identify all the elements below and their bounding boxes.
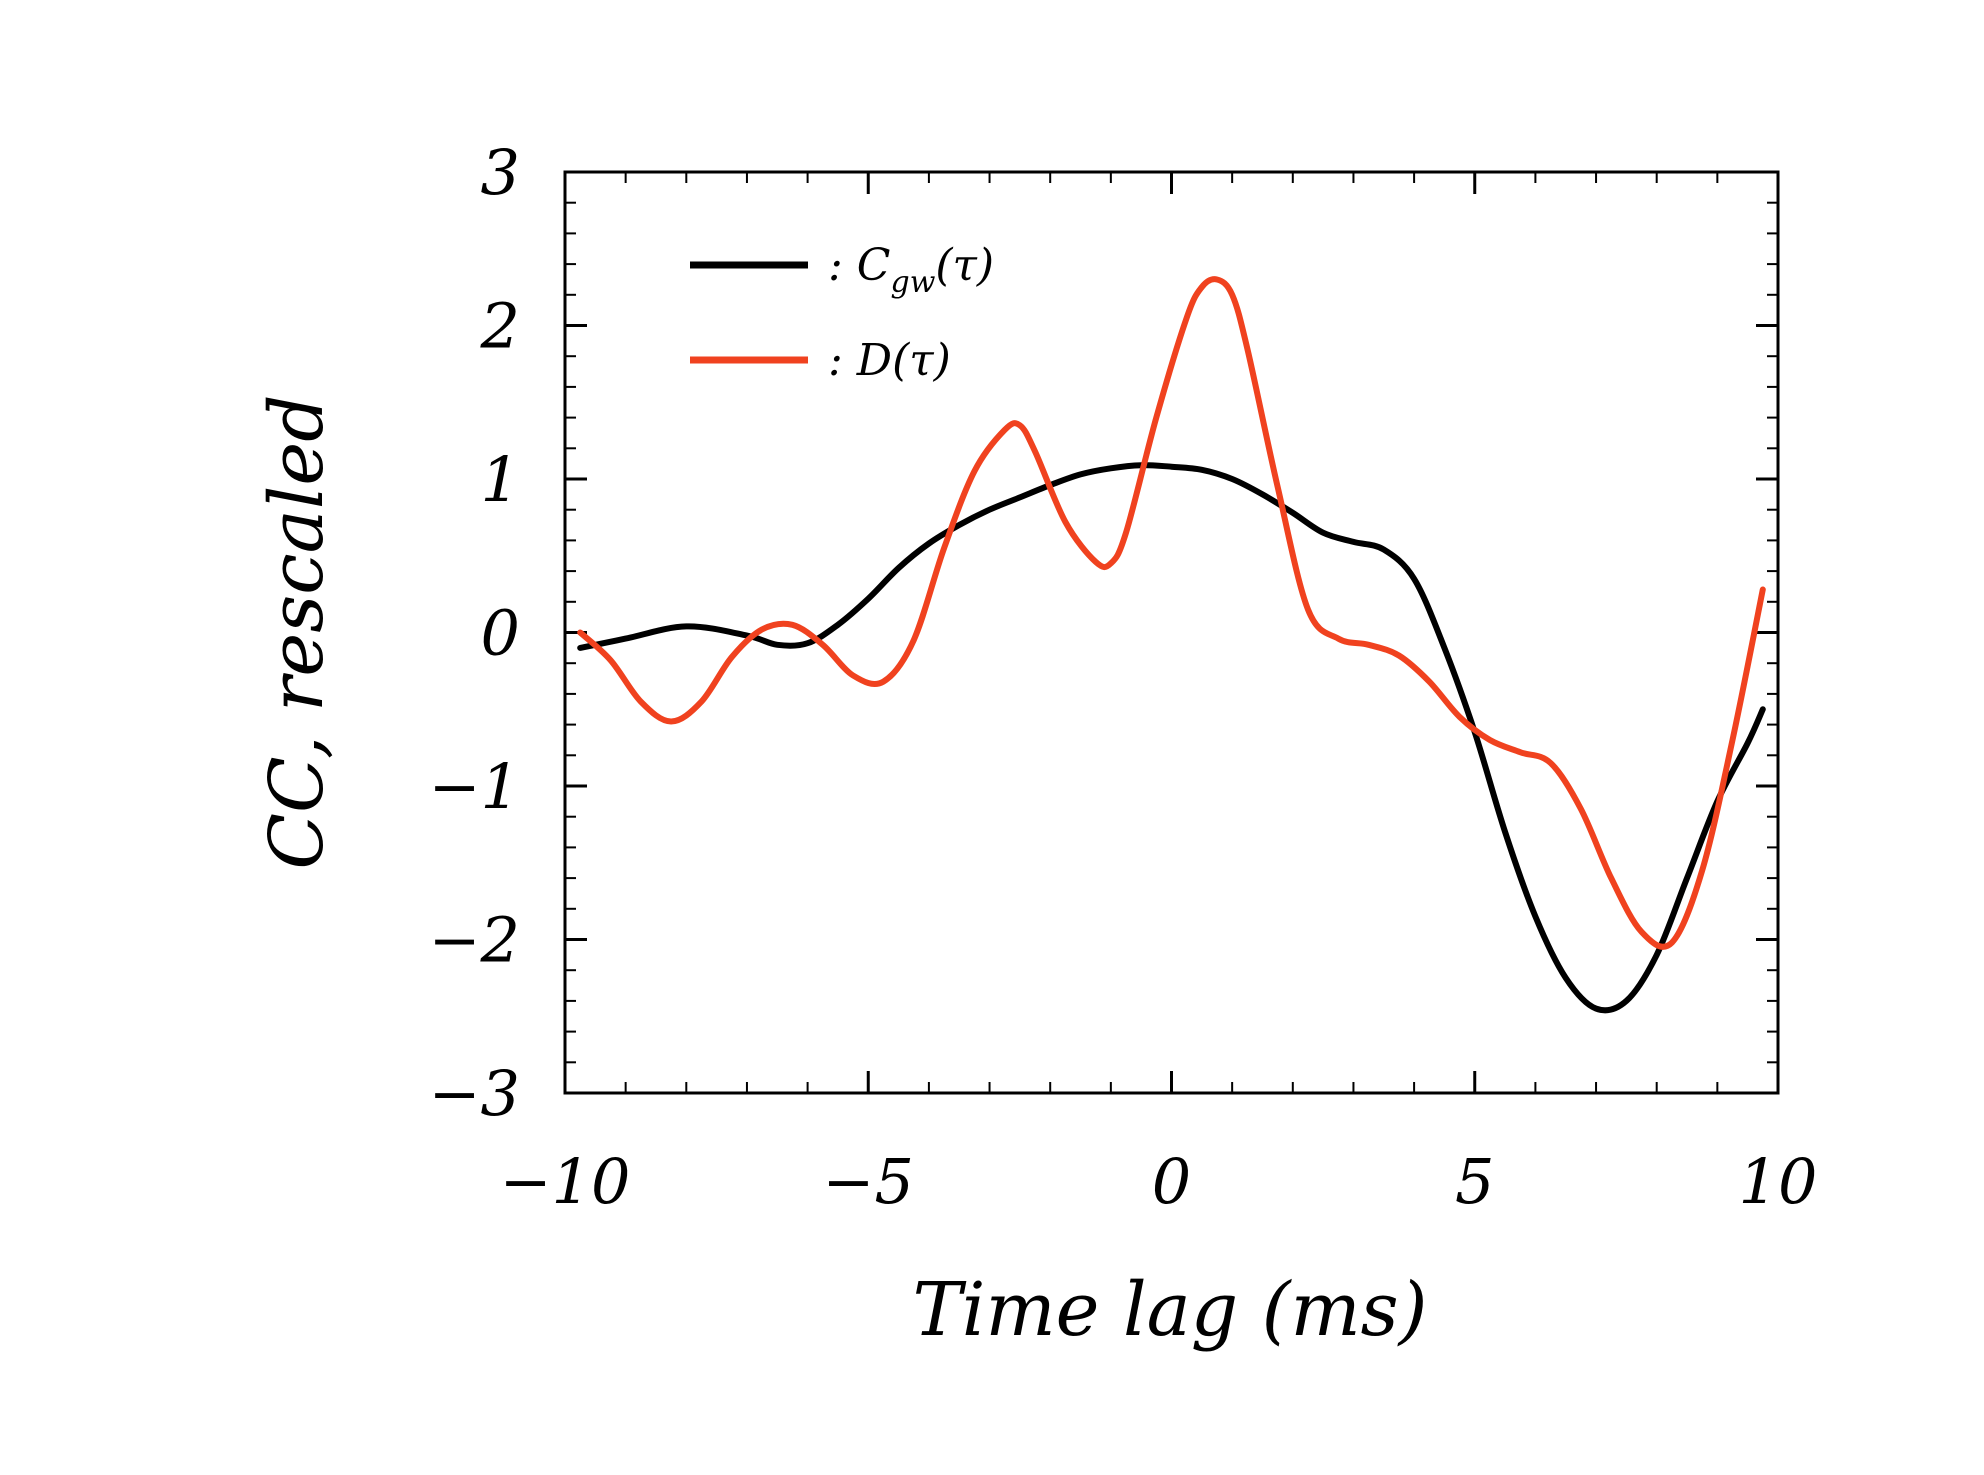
legend-label: : Cgw(τ) [828, 240, 994, 300]
y-tick-label: 0 [481, 597, 520, 670]
y-tick-label: 2 [480, 290, 520, 363]
x-tick-label: 0 [1152, 1145, 1191, 1218]
x-axis-label: Time lag (ms) [912, 1267, 1427, 1353]
y-tick-label: 3 [481, 136, 520, 209]
x-tick-label: −5 [823, 1145, 914, 1218]
series-line-cgw [577, 462, 1766, 1014]
series-lines [577, 276, 1766, 1014]
plot-frame [563, 170, 1780, 1095]
series-line-d [577, 276, 1766, 950]
axis-ticks [563, 170, 1780, 1095]
x-tick-label: 5 [1455, 1145, 1494, 1218]
legend: : Cgw(τ) : D(τ) [690, 240, 994, 386]
y-tick-label: −2 [429, 904, 520, 977]
y-tick-label: 1 [481, 443, 520, 516]
y-tick-label: −1 [429, 750, 520, 823]
x-tick-label: 10 [1739, 1145, 1818, 1218]
legend-label: : D(τ) [828, 335, 951, 386]
x-tick-label: −10 [500, 1145, 631, 1218]
y-axis-label: CC, rescaled [254, 394, 340, 869]
y-tick-label: −3 [429, 1057, 520, 1130]
